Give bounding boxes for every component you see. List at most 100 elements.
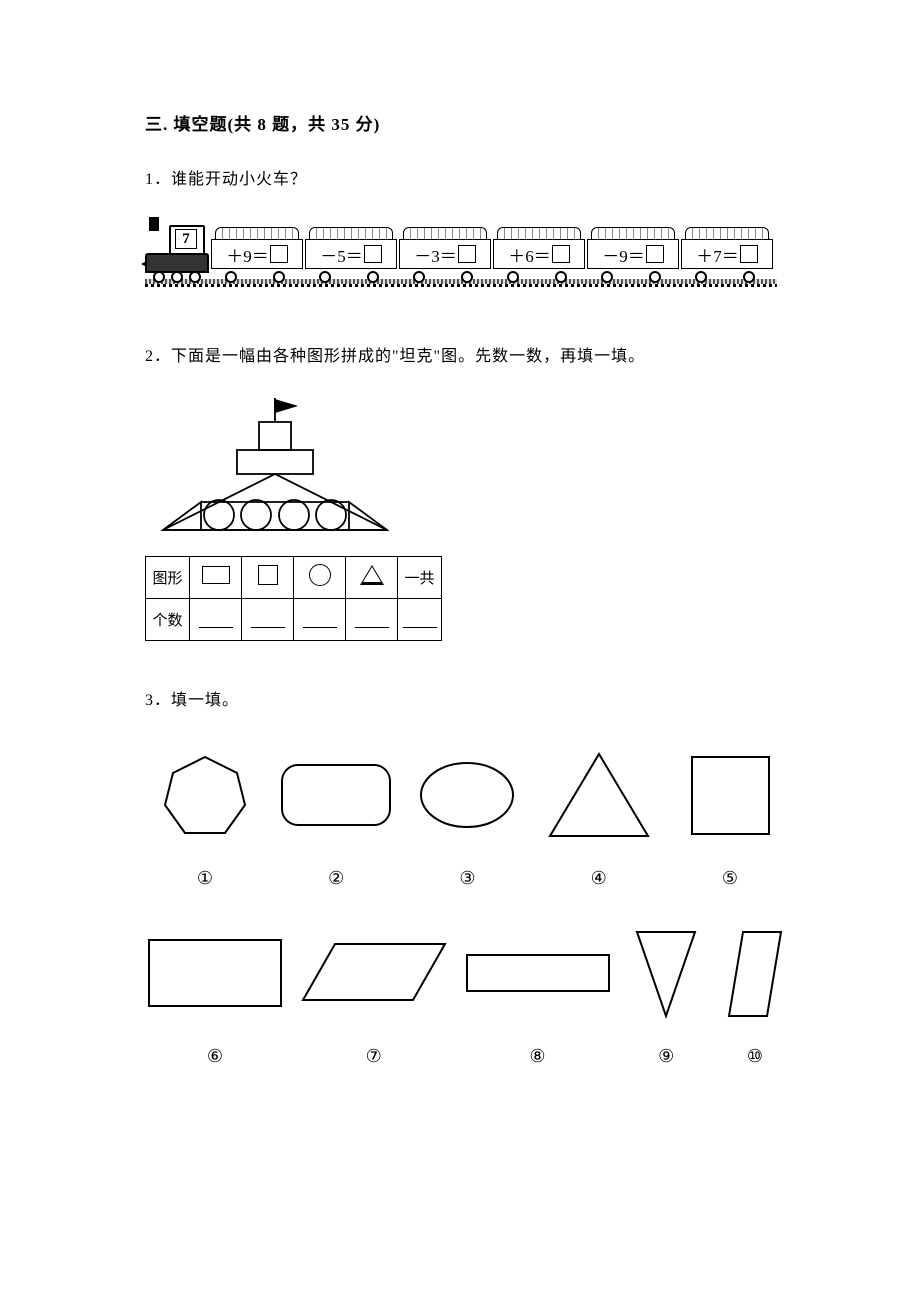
shape-label: ⑦ [299, 1036, 449, 1076]
cell-circle-icon [294, 557, 346, 599]
wheel-icon [153, 271, 165, 283]
table-row: 图形 一共 [146, 557, 442, 599]
shape-label: ⑨ [626, 1036, 706, 1076]
question-3-text: 3．填一填。 [145, 686, 790, 710]
wheel-icon [555, 271, 567, 283]
count-blank[interactable] [294, 599, 346, 641]
q2-body: 下面是一幅由各种图形拼成的"坦克"图。先数一数，再填一填。 [171, 348, 645, 365]
car-operator: ＋9＝ [226, 242, 269, 267]
shape-label: ⑥ [145, 1036, 285, 1076]
shape-long-rect [463, 918, 613, 1028]
question-1-text: 1．谁能开动小火车？ [145, 165, 790, 189]
q3-body: 填一填。 [171, 692, 239, 709]
shapes-row-2 [145, 918, 790, 1028]
train-car: ＋9＝ [211, 227, 303, 281]
shape-heptagon [145, 740, 265, 850]
labels-row-2: ⑥ ⑦ ⑧ ⑨ ⑩ [145, 1036, 790, 1076]
cell-rect-icon [190, 557, 242, 599]
shape-label: ④ [539, 858, 659, 898]
loco-body [145, 253, 209, 273]
wheel-icon [367, 271, 379, 283]
shapes-row-1 [145, 740, 790, 850]
wheel-icon [461, 271, 473, 283]
wheel-icon [319, 271, 331, 283]
total-label: 一共 [398, 557, 442, 599]
shape-label: ③ [408, 858, 528, 898]
circle-icon [309, 564, 331, 586]
question-2-text: 2．下面是一幅由各种图形拼成的"坦克"图。先数一数，再填一填。 [145, 342, 790, 366]
triangle-icon [360, 565, 384, 585]
section-number: 三 [145, 115, 163, 134]
chimney-icon [149, 217, 159, 231]
row-label-shape: 图形 [146, 557, 190, 599]
shapes-grid: ① ② ③ ④ ⑤ ⑥ ⑦ [145, 740, 790, 1076]
shape-triangle [539, 740, 659, 850]
car-body: －3＝ [399, 239, 491, 269]
train-diagram: 7 ＋9＝ －5＝ －3＝ ＋6＝ －9＝ ＋7＝ [145, 219, 777, 287]
train-car: －3＝ [399, 227, 491, 281]
wheel-icon [189, 271, 201, 283]
shape-label: ② [276, 858, 396, 898]
shape-label: ⑤ [670, 858, 790, 898]
car-operator: ＋7＝ [696, 242, 739, 267]
train-car: －5＝ [305, 227, 397, 281]
train-car: ＋7＝ [681, 227, 773, 281]
tank-figure: 图形 一共 个数 [145, 396, 455, 641]
row-label-count: 个数 [146, 599, 190, 641]
shape-square [670, 740, 790, 850]
wheel-icon [273, 271, 285, 283]
shape-ellipse [408, 740, 528, 850]
shape-label: ⑩ [720, 1036, 790, 1076]
car-body: ＋7＝ [681, 239, 773, 269]
square-icon [258, 565, 278, 585]
wheel-icon [649, 271, 661, 283]
car-operator: －3＝ [414, 242, 457, 267]
shape-rounded-rect [276, 740, 396, 850]
train-car: －9＝ [587, 227, 679, 281]
shape-parallelogram-tall [720, 918, 790, 1028]
wheel-icon [695, 271, 707, 283]
count-blank[interactable] [242, 599, 294, 641]
start-number: 7 [175, 229, 197, 249]
shape-rectangle [145, 918, 285, 1028]
car-operator: －5＝ [320, 242, 363, 267]
car-body: ＋6＝ [493, 239, 585, 269]
car-body: －9＝ [587, 239, 679, 269]
tank-count-table: 图形 一共 个数 [145, 556, 442, 641]
car-body: －5＝ [305, 239, 397, 269]
shape-parallelogram [299, 918, 449, 1028]
car-operator: ＋6＝ [508, 242, 551, 267]
locomotive: 7 [145, 219, 209, 281]
answer-box[interactable] [364, 245, 382, 263]
shape-label: ① [145, 858, 265, 898]
tank-svg [145, 396, 405, 556]
labels-row-1: ① ② ③ ④ ⑤ [145, 858, 790, 898]
answer-box[interactable] [270, 245, 288, 263]
shape-label: ⑧ [463, 1036, 613, 1076]
q1-body: 谁能开动小火车？ [171, 171, 307, 188]
wheel-icon [413, 271, 425, 283]
car-operator: －9＝ [602, 242, 645, 267]
q2-number: 2 [145, 348, 154, 365]
rectangle-icon [202, 566, 230, 584]
answer-box[interactable] [646, 245, 664, 263]
section-header: 三. 填空题(共 8 题，共 35 分) [145, 110, 790, 135]
count-blank[interactable] [190, 599, 242, 641]
q1-number: 1 [145, 171, 154, 188]
section-meta: (共 8 题，共 35 分) [228, 115, 381, 134]
cell-triangle-icon [346, 557, 398, 599]
q3-number: 3 [145, 692, 154, 709]
answer-box[interactable] [458, 245, 476, 263]
answer-box[interactable] [552, 245, 570, 263]
train-car: ＋6＝ [493, 227, 585, 281]
train-cars: ＋9＝ －5＝ －3＝ ＋6＝ －9＝ ＋7＝ [211, 227, 773, 281]
answer-box[interactable] [740, 245, 758, 263]
cell-square-icon [242, 557, 294, 599]
wheel-icon [507, 271, 519, 283]
count-blank[interactable] [346, 599, 398, 641]
count-blank[interactable] [398, 599, 442, 641]
wheel-icon [171, 271, 183, 283]
wheel-icon [743, 271, 755, 283]
car-body: ＋9＝ [211, 239, 303, 269]
shape-inverted-triangle [626, 918, 706, 1028]
